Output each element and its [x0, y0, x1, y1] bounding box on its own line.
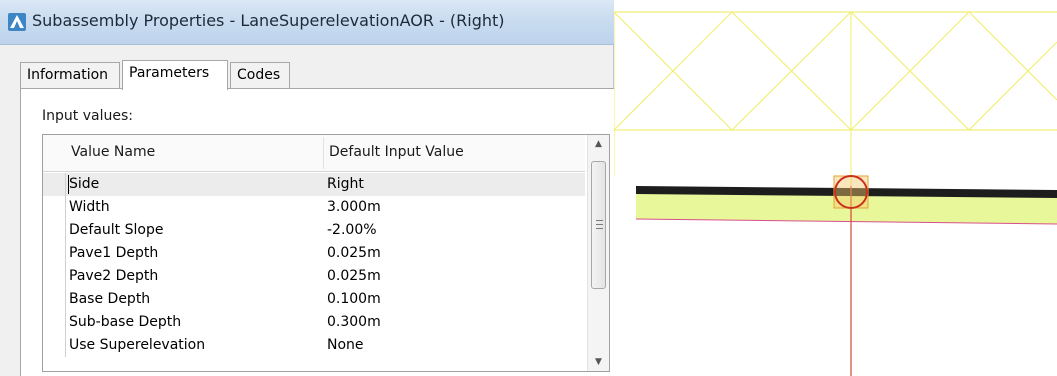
subassembly-preview	[614, 11, 1057, 376]
grip-icon	[596, 220, 603, 229]
grid-row-sub-base-depth[interactable]: Sub-base Depth 0.300m	[43, 311, 585, 334]
row-name: Pave1 Depth	[69, 245, 159, 261]
frame-zigzag-lower	[614, 11, 1057, 131]
pavement-layer	[636, 186, 1057, 198]
row-value[interactable]: -2.00%	[327, 222, 377, 238]
row-value[interactable]: Right	[327, 176, 364, 192]
column-header-default-input-value[interactable]: Default Input Value	[329, 144, 464, 160]
scroll-up-arrow-icon[interactable]: ▲	[595, 139, 602, 149]
grid-row-width[interactable]: Width 3.000m	[43, 196, 585, 219]
frame-zigzag-upper	[614, 11, 1057, 131]
row-name: Side	[69, 176, 100, 192]
row-value[interactable]: 0.025m	[327, 245, 381, 261]
grid-row-default-slope[interactable]: Default Slope -2.00%	[43, 219, 585, 242]
grid-row-use-superelevation[interactable]: Use Superelevation None	[43, 334, 585, 357]
tab-information[interactable]: Information	[20, 62, 120, 88]
grid-row-base-depth[interactable]: Base Depth 0.100m	[43, 288, 585, 311]
row-gutter	[43, 242, 66, 265]
row-value[interactable]: 0.300m	[327, 314, 381, 330]
grid-row-pave1-depth[interactable]: Pave1 Depth 0.025m	[43, 242, 585, 265]
row-value[interactable]: 3.000m	[327, 199, 381, 215]
assembly-frame-lines	[614, 11, 1057, 186]
row-name: Pave2 Depth	[69, 268, 159, 284]
subgrade-outline	[635, 218, 1057, 225]
row-gutter	[43, 196, 66, 219]
cad-viewport[interactable]	[614, 0, 1057, 376]
grid-row-pave2-depth[interactable]: Pave2 Depth 0.025m	[43, 265, 585, 288]
row-name: Use Superelevation	[69, 337, 206, 353]
tab-parameters[interactable]: Parameters	[122, 60, 228, 90]
grid-header: Value Name Default Input Value	[43, 135, 585, 172]
dialog-title: Subassembly Properties - LaneSuperelevat…	[32, 11, 505, 30]
row-name: Sub-base Depth	[69, 314, 182, 330]
row-value[interactable]: None	[327, 337, 364, 353]
tab-codes[interactable]: Codes	[230, 62, 290, 88]
title-bar[interactable]: Subassembly Properties - LaneSuperelevat…	[0, 0, 614, 45]
attachment-point-marker-icon[interactable]	[834, 175, 868, 209]
autocad-app-icon	[8, 13, 26, 31]
row-gutter	[43, 334, 66, 357]
row-gutter	[43, 219, 66, 242]
column-divider[interactable]	[323, 137, 324, 169]
row-gutter	[43, 173, 66, 196]
grid-row-side[interactable]: Side Right	[43, 173, 585, 196]
row-name: Default Slope	[69, 222, 164, 238]
row-name: Width	[69, 199, 110, 215]
row-value[interactable]: 0.025m	[327, 268, 381, 284]
row-gutter	[43, 288, 66, 311]
row-name: Base Depth	[69, 291, 151, 307]
row-gutter	[43, 311, 66, 334]
vertical-scrollbar[interactable]: ▲ ▼	[587, 135, 609, 371]
row-cursor-marker	[68, 175, 69, 194]
input-values-label: Input values:	[42, 108, 133, 124]
row-value[interactable]: 0.100m	[327, 291, 381, 307]
row-gutter	[43, 265, 66, 288]
column-header-value-name[interactable]: Value Name	[71, 144, 156, 160]
scroll-down-arrow-icon[interactable]: ▼	[595, 357, 602, 367]
subassembly-properties-dialog: Subassembly Properties - LaneSuperelevat…	[0, 0, 614, 376]
scroll-thumb[interactable]	[591, 161, 606, 289]
input-values-grid: Value Name Default Input Value Side Righ…	[42, 134, 610, 372]
